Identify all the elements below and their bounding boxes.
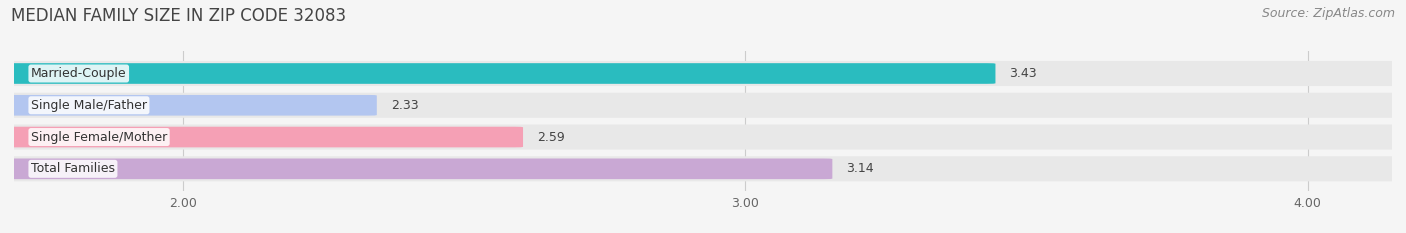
FancyBboxPatch shape [6,95,377,116]
Text: 2.59: 2.59 [537,130,565,144]
FancyBboxPatch shape [6,156,1400,181]
Text: 3.43: 3.43 [1010,67,1038,80]
Text: Total Families: Total Families [31,162,115,175]
Text: 3.14: 3.14 [846,162,875,175]
Text: Married-Couple: Married-Couple [31,67,127,80]
FancyBboxPatch shape [6,61,1400,86]
Text: Single Female/Mother: Single Female/Mother [31,130,167,144]
Text: MEDIAN FAMILY SIZE IN ZIP CODE 32083: MEDIAN FAMILY SIZE IN ZIP CODE 32083 [11,7,346,25]
FancyBboxPatch shape [6,124,1400,150]
Text: 2.33: 2.33 [391,99,419,112]
FancyBboxPatch shape [6,63,995,84]
FancyBboxPatch shape [6,158,832,179]
FancyBboxPatch shape [6,93,1400,118]
Text: Source: ZipAtlas.com: Source: ZipAtlas.com [1261,7,1395,20]
Text: Single Male/Father: Single Male/Father [31,99,148,112]
FancyBboxPatch shape [6,127,523,147]
